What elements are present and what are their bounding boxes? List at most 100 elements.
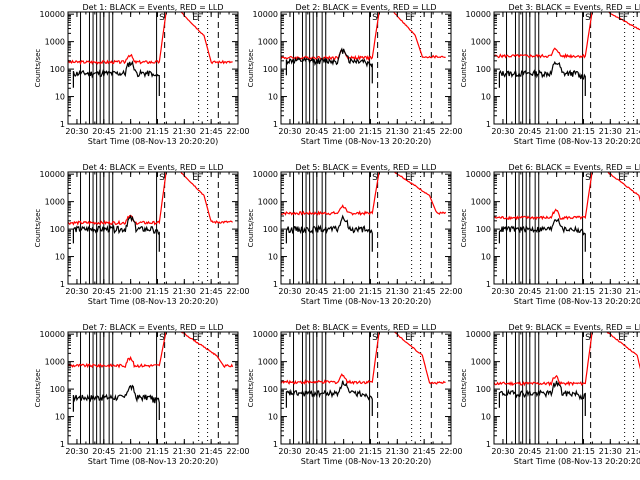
y-tick-label: 1 <box>273 440 278 449</box>
y-tick-label: 10000 <box>40 330 65 339</box>
y-tick-label: 100 <box>476 225 491 234</box>
x-tick-label: 21:00 <box>545 447 568 456</box>
y-tick-label: 1 <box>486 120 491 129</box>
x-tick-label: 21:30 <box>173 287 196 296</box>
event-mark: S <box>372 13 378 23</box>
y-tick-label: 10 <box>268 253 278 262</box>
x-axis-label: Start Time (08-Nov-13 20:20:20) <box>88 137 218 146</box>
y-tick-label: 10000 <box>253 10 278 19</box>
x-tick-label: 21:45 <box>413 287 436 296</box>
x-tick-label: 21:45 <box>413 127 436 136</box>
x-tick-label: 20:30 <box>278 127 301 136</box>
y-tick-label: 1000 <box>258 38 278 47</box>
x-tick-label: 21:00 <box>119 287 142 296</box>
panel-title: Det 6: BLACK = Events, RED = LLD <box>509 163 640 172</box>
x-tick-label: 21:30 <box>173 447 196 456</box>
x-tick-label: 22:00 <box>439 447 462 456</box>
y-tick-label: 1000 <box>45 38 65 47</box>
series-events-line <box>72 384 160 420</box>
event-mark: E <box>618 333 624 343</box>
event-mark: E <box>192 333 198 343</box>
y-tick-label: 10 <box>55 253 65 262</box>
event-mark: E <box>192 13 198 23</box>
x-tick-label: 21:15 <box>146 447 169 456</box>
x-tick-label: 21:00 <box>332 447 355 456</box>
y-tick-label: 100 <box>263 385 278 394</box>
x-tick-label: 20:45 <box>305 287 328 296</box>
plot-frame <box>493 11 640 125</box>
x-tick-label: 20:30 <box>491 447 514 456</box>
event-mark: F <box>410 13 415 23</box>
x-tick-label: 21:15 <box>359 447 382 456</box>
event-mark: F <box>197 13 202 23</box>
y-axis-label: Counts/sec <box>247 49 255 88</box>
x-tick-label: 21:30 <box>386 287 409 296</box>
x-tick-label: 21:15 <box>146 127 169 136</box>
event-mark: S <box>585 333 591 343</box>
panel-det-2: 1 10 100 1000 10000 20:30 20:45 21:00 21:15 21:30… <box>247 3 463 146</box>
panel-det-6: 1 10 100 1000 10000 20:30 20:45 21:00 21:15 21:30… <box>460 163 640 306</box>
panel-title: Det 2: BLACK = Events, RED = LLD <box>296 3 437 12</box>
series-events-line <box>285 214 373 252</box>
panel-title: Det 9: BLACK = Events, RED = LLD <box>509 323 640 332</box>
y-tick-label: 1 <box>273 280 278 289</box>
x-tick-label: 22:00 <box>226 127 249 136</box>
y-axis-label: Counts/sec <box>460 209 468 248</box>
y-tick-label: 1 <box>60 120 65 129</box>
x-tick-label: 21:00 <box>332 127 355 136</box>
series-events-line <box>285 47 373 84</box>
x-axis-label: Start Time (08-Nov-13 20:20:20) <box>88 457 218 466</box>
series-events-line <box>498 217 586 252</box>
y-tick-label: 10000 <box>40 170 65 179</box>
x-tick-label: 21:45 <box>626 287 640 296</box>
x-tick-label: 20:45 <box>92 287 115 296</box>
y-tick-label: 100 <box>50 385 65 394</box>
y-tick-label: 100 <box>263 225 278 234</box>
event-mark: S <box>159 173 165 183</box>
x-tick-label: 22:00 <box>226 447 249 456</box>
plot-frame <box>280 11 452 125</box>
panel-title: Det 7: BLACK = Events, RED = LLD <box>83 323 224 332</box>
y-tick-label: 10000 <box>466 170 491 179</box>
panel-det-5: 1 10 100 1000 10000 20:30 20:45 21:00 21:15 21:30… <box>247 163 463 306</box>
x-axis-label: Start Time (08-Nov-13 20:20:20) <box>301 137 431 146</box>
plot-frame <box>493 171 640 285</box>
y-tick-label: 10000 <box>40 10 65 19</box>
event-mark: S <box>159 13 165 23</box>
y-tick-label: 1000 <box>471 38 491 47</box>
event-mark: F <box>197 333 202 343</box>
x-axis-label: Start Time (08-Nov-13 20:20:20) <box>88 297 218 306</box>
event-mark: S <box>159 333 165 343</box>
x-tick-label: 20:45 <box>518 287 541 296</box>
x-tick-label: 21:00 <box>332 287 355 296</box>
y-tick-label: 1000 <box>45 198 65 207</box>
x-tick-label: 20:45 <box>518 447 541 456</box>
plot-frame <box>493 331 640 445</box>
y-tick-label: 10 <box>481 253 491 262</box>
x-tick-label: 20:30 <box>491 127 514 136</box>
panel-title: Det 3: BLACK = Events, RED = LLD <box>509 3 640 12</box>
x-tick-label: 21:15 <box>359 287 382 296</box>
y-tick-label: 1000 <box>471 198 491 207</box>
panel-det-9: 1 10 100 1000 10000 20:30 20:45 21:00 21:15 21:30… <box>460 323 640 466</box>
y-tick-label: 100 <box>50 65 65 74</box>
x-axis-label: Start Time (08-Nov-13 20:20:20) <box>514 137 640 146</box>
series-lld-line <box>281 172 447 216</box>
x-tick-label: 20:30 <box>65 287 88 296</box>
x-tick-label: 20:30 <box>278 287 301 296</box>
x-tick-label: 22:00 <box>439 287 462 296</box>
event-mark: F <box>623 13 628 23</box>
x-axis-label: Start Time (08-Nov-13 20:20:20) <box>301 457 431 466</box>
y-tick-label: 100 <box>476 385 491 394</box>
panel-title: Det 5: BLACK = Events, RED = LLD <box>296 163 437 172</box>
y-tick-label: 100 <box>476 65 491 74</box>
y-axis-label: Counts/sec <box>247 369 255 408</box>
x-tick-label: 21:30 <box>599 447 622 456</box>
series-lld-line <box>281 12 446 61</box>
series-events-line <box>498 60 586 96</box>
event-mark: E <box>192 173 198 183</box>
plot-frame <box>280 171 452 285</box>
panel-det-4: 1 10 100 1000 10000 20:30 20:45 21:00 21:15 21:30… <box>34 163 250 306</box>
x-tick-label: 21:30 <box>386 447 409 456</box>
